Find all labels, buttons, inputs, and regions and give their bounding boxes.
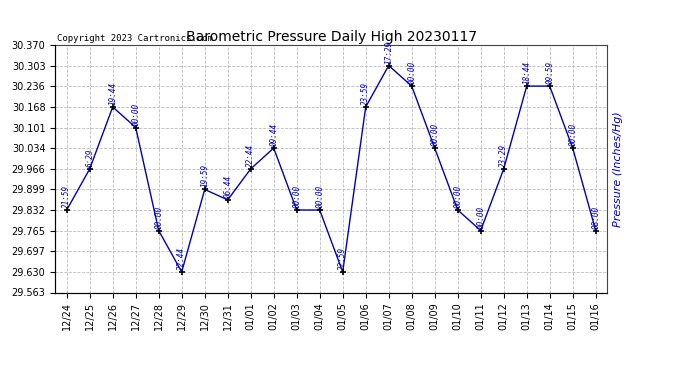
Text: 09:59: 09:59 — [545, 61, 554, 84]
Text: 23:59: 23:59 — [361, 82, 371, 105]
Text: 6:29: 6:29 — [85, 148, 95, 167]
Text: 18:44: 18:44 — [522, 61, 531, 84]
Text: 00:00: 00:00 — [453, 185, 462, 208]
Text: 22:59: 22:59 — [338, 247, 347, 270]
Text: 19:44: 19:44 — [108, 82, 117, 105]
Text: 21:59: 21:59 — [62, 185, 71, 208]
Text: 09:44: 09:44 — [269, 123, 278, 146]
Text: 00:00: 00:00 — [430, 123, 440, 146]
Text: 00:00: 00:00 — [315, 185, 324, 208]
Title: Barometric Pressure Daily High 20230117: Barometric Pressure Daily High 20230117 — [186, 30, 477, 44]
Text: 22:44: 22:44 — [177, 247, 186, 270]
Text: 00:00: 00:00 — [568, 123, 578, 146]
Text: 00:00: 00:00 — [292, 185, 302, 208]
Text: Copyright 2023 Cartronics.com: Copyright 2023 Cartronics.com — [57, 33, 213, 42]
Text: 08:00: 08:00 — [591, 206, 600, 229]
Y-axis label: Pressure (Inches/Hg): Pressure (Inches/Hg) — [613, 111, 623, 226]
Text: 17:29: 17:29 — [384, 40, 393, 64]
Text: 00:00: 00:00 — [407, 61, 416, 84]
Text: 19:59: 19:59 — [200, 164, 209, 188]
Text: 22:44: 22:44 — [246, 144, 255, 167]
Text: 23:29: 23:29 — [499, 144, 509, 167]
Text: 00:00: 00:00 — [131, 102, 140, 126]
Text: 00:00: 00:00 — [476, 206, 485, 229]
Text: 00:00: 00:00 — [154, 206, 164, 229]
Text: 06:44: 06:44 — [223, 175, 233, 198]
